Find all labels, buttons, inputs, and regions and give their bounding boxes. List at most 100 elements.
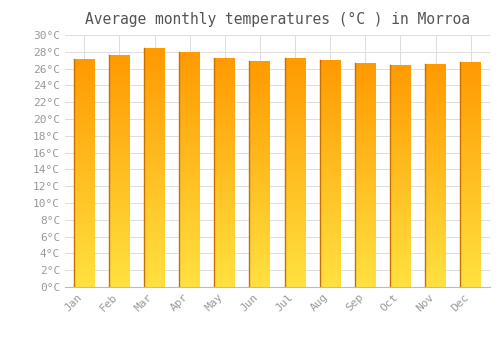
Bar [320,258,340,260]
Bar [460,260,481,262]
Bar [390,105,411,107]
Bar [284,179,306,182]
Bar [425,276,446,278]
Bar [425,133,446,136]
Bar [425,87,446,89]
Bar [355,105,376,107]
Bar [320,99,340,101]
Bar [355,199,376,202]
Bar [284,216,306,218]
Bar [390,94,411,96]
Bar [390,167,411,169]
Bar [425,69,446,71]
Bar [74,198,95,201]
Bar [214,246,236,248]
Bar [109,167,130,169]
Bar [144,132,165,134]
Bar [250,199,270,201]
Bar [460,100,481,103]
Bar [460,78,481,80]
Bar [425,91,446,93]
Bar [74,91,95,93]
Bar [284,246,306,248]
Bar [109,122,130,125]
Bar [320,153,340,155]
Bar [390,260,411,262]
Bar [74,134,95,137]
Bar [355,114,376,117]
Bar [144,168,165,170]
Bar [355,170,376,173]
Bar [320,246,340,248]
Bar [144,72,165,75]
Bar [74,114,95,116]
Bar [390,181,411,183]
Bar [320,83,340,85]
Bar [425,271,446,274]
Bar [355,236,376,238]
Bar [214,266,236,269]
Bar [284,64,306,67]
Bar [109,106,130,108]
Bar [425,191,446,194]
Bar [425,156,446,158]
Bar [179,106,200,108]
Bar [355,184,376,186]
Bar [284,193,306,195]
Bar [250,115,270,118]
Bar [425,258,446,260]
Bar [144,216,165,218]
Bar [390,247,411,249]
Bar [109,146,130,148]
Bar [250,140,270,142]
Bar [390,92,411,94]
Bar [179,139,200,141]
Bar [320,76,340,78]
Bar [109,153,130,155]
Bar [390,234,411,236]
Bar [460,213,481,215]
Bar [250,104,270,106]
Bar [109,55,130,57]
Bar [425,196,446,198]
Bar [179,209,200,212]
Bar [74,105,95,107]
Bar [144,256,165,258]
Bar [390,147,411,149]
Bar [144,108,165,111]
Bar [250,210,270,212]
Bar [390,189,411,192]
Bar [284,262,306,264]
Bar [250,273,270,276]
Bar [74,100,95,103]
Bar [284,166,306,168]
Bar [144,84,165,86]
Bar [214,161,236,163]
Bar [74,219,95,221]
Bar [284,113,306,115]
Bar [355,274,376,276]
Bar [214,191,236,193]
Bar [425,280,446,282]
Bar [425,229,446,231]
Bar [214,92,236,94]
Bar [109,83,130,85]
Bar [109,220,130,222]
Bar [250,86,270,88]
Bar [214,145,236,147]
Bar [320,205,340,208]
Bar [214,166,236,168]
Bar [74,264,95,266]
Bar [179,73,200,75]
Bar [109,259,130,261]
Bar [74,60,95,62]
Bar [320,230,340,232]
Bar [460,242,481,244]
Bar [355,276,376,278]
Bar [250,181,270,183]
Bar [179,242,200,245]
Bar [74,162,95,164]
Bar [390,161,411,163]
Bar [390,285,411,287]
Bar [425,247,446,249]
